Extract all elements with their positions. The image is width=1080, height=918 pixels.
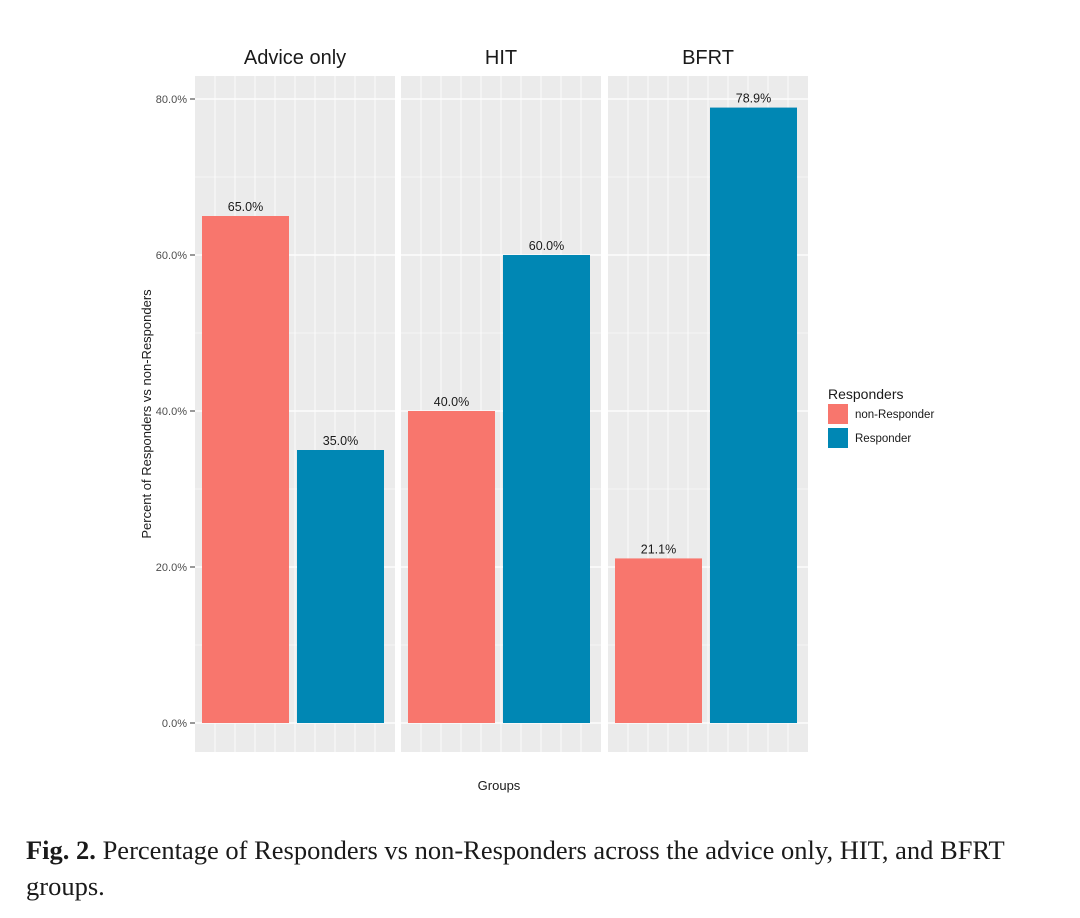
bar-non-responder [408,411,495,723]
bar-value-label: 65.0% [228,200,263,214]
bar-responder [297,450,384,723]
x-axis-title: Groups [478,778,521,793]
bar-value-label: 40.0% [434,395,469,409]
y-tick-label: 60.0% [156,250,187,262]
bar-responder [710,107,797,723]
y-tick-label: 20.0% [156,562,187,574]
y-axis-title: Percent of Responders vs non-Responders [139,289,154,539]
legend-label: non-Responder [855,409,934,421]
legend-title: Responders [828,386,904,402]
bar-value-label: 21.1% [641,542,676,556]
legend-key-non-responder [828,404,848,424]
y-tick-label: 0.0% [162,718,187,730]
bar-value-label: 78.9% [736,92,771,106]
bar-non-responder [615,558,702,723]
bar-value-label: 60.0% [529,239,564,253]
bar-value-label: 35.0% [323,434,358,448]
caption-text: Percentage of Responders vs non-Responde… [26,835,1005,901]
legend-key-responder [828,428,848,448]
facet-title: BFRT [682,47,734,69]
chart: 0.0% 20.0% 40.0% 60.0% 80.0% 65.0% 35.0% 40.0%… [139,47,934,793]
figure-caption: Fig. 2. Percentage of Responders vs non-… [26,832,1056,904]
facet-title: HIT [485,47,517,69]
y-tick-label: 80.0% [156,94,187,106]
y-tick-label: 40.0% [156,406,187,418]
legend-label: Responder [855,433,911,445]
facet-title: Advice only [244,47,346,69]
bar-responder [503,255,590,723]
legend: Responders non-Responder Responder [828,386,934,448]
caption-label: Fig. 2. [26,835,96,865]
bar-non-responder [202,216,289,723]
